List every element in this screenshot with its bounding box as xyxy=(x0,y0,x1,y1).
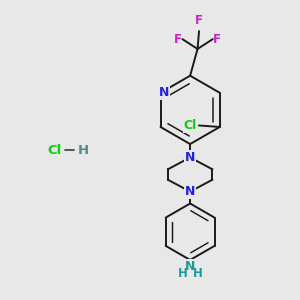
Text: H: H xyxy=(178,267,188,280)
Text: F: F xyxy=(174,33,182,46)
Text: N: N xyxy=(159,86,169,99)
Text: Cl: Cl xyxy=(183,119,196,132)
Text: F: F xyxy=(213,33,221,46)
Text: H: H xyxy=(78,143,89,157)
Text: H: H xyxy=(193,267,202,280)
Text: N: N xyxy=(185,260,195,273)
Text: N: N xyxy=(185,185,195,198)
Text: N: N xyxy=(185,151,195,164)
Text: F: F xyxy=(195,14,203,27)
Text: Cl: Cl xyxy=(48,143,62,157)
